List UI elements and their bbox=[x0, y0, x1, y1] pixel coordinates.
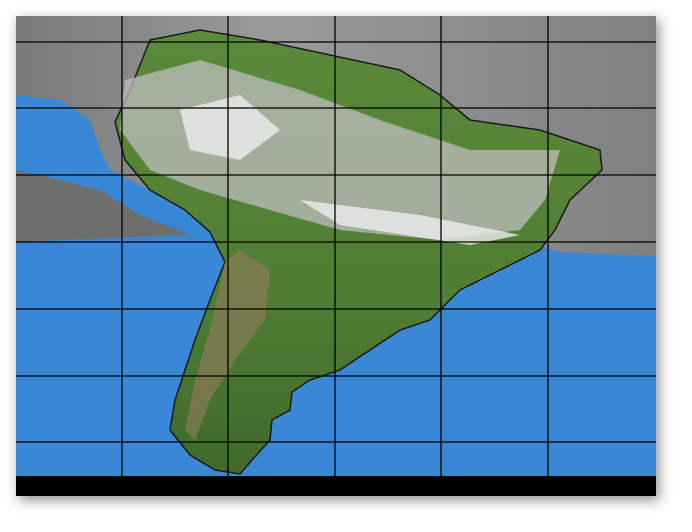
satellite-map bbox=[16, 16, 656, 496]
graticule bbox=[16, 16, 656, 476]
bright-cloud bbox=[180, 95, 520, 245]
bottom-bar bbox=[16, 476, 656, 496]
cloud-cover bbox=[16, 170, 190, 242]
map-frame bbox=[16, 16, 656, 496]
